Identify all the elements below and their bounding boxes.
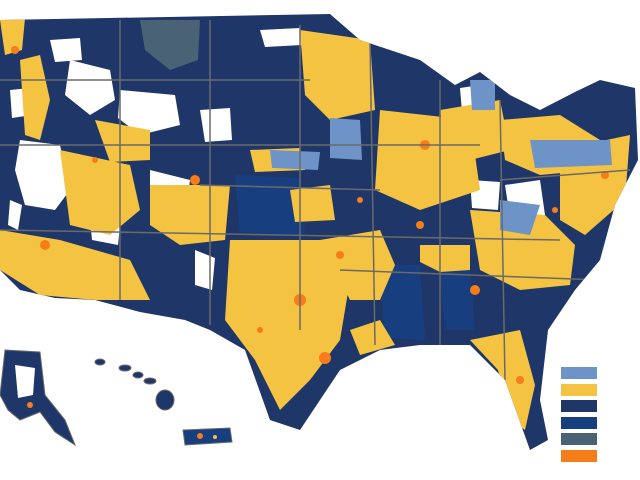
legend-swatch — [561, 383, 597, 396]
hawaii-island — [155, 389, 175, 411]
state-borders — [0, 20, 631, 381]
legend-item-roaming-dark: Roaming — [561, 398, 640, 415]
hawaii — [94, 358, 175, 411]
legend-label: Roaming — [603, 433, 640, 445]
mainland-us — [0, 14, 638, 450]
legend-swatch — [561, 449, 597, 462]
puerto-rico-shape — [182, 427, 233, 446]
alaska-no-coverage — [15, 365, 35, 398]
legend-label: Roaming — [603, 400, 640, 412]
legend-item-roaming-navy: Roaming — [561, 415, 640, 432]
alaska-shape — [0, 349, 77, 447]
legend-swatch — [561, 367, 597, 380]
legend-label: Network — [603, 367, 640, 379]
network-blue-coverage — [270, 80, 612, 235]
legend-label: Roaming — [603, 416, 640, 428]
alaska — [0, 349, 77, 447]
roaming-slate-area — [140, 20, 200, 70]
hawaii-island — [132, 371, 144, 379]
legend-swatch — [561, 433, 597, 446]
roaming-navy-area — [380, 265, 425, 340]
alaska-lte-spot — [27, 402, 33, 408]
legend-item-4g-lte: 4G LTE — [561, 448, 640, 465]
map-legend: Network Network Roaming Roaming Roaming … — [561, 365, 640, 465]
puerto-rico-lte-spot — [197, 433, 203, 439]
legend-item-network-blue: Network — [561, 365, 640, 382]
roaming-navy-area — [440, 270, 475, 330]
puerto-rico-network-spot — [213, 435, 217, 439]
legend-swatch — [561, 400, 597, 413]
hawaii-island — [94, 358, 106, 366]
hawaii-island — [143, 377, 157, 385]
legend-label: Network — [603, 383, 640, 395]
puerto-rico — [182, 427, 233, 446]
legend-swatch — [561, 416, 597, 429]
hawaii-island — [118, 364, 132, 372]
legend-label: 4G LTE — [603, 449, 637, 461]
legend-item-network-yellow: Network — [561, 382, 640, 399]
legend-item-roaming-slate: Roaming — [561, 431, 640, 448]
roaming-navy-area — [235, 175, 305, 235]
